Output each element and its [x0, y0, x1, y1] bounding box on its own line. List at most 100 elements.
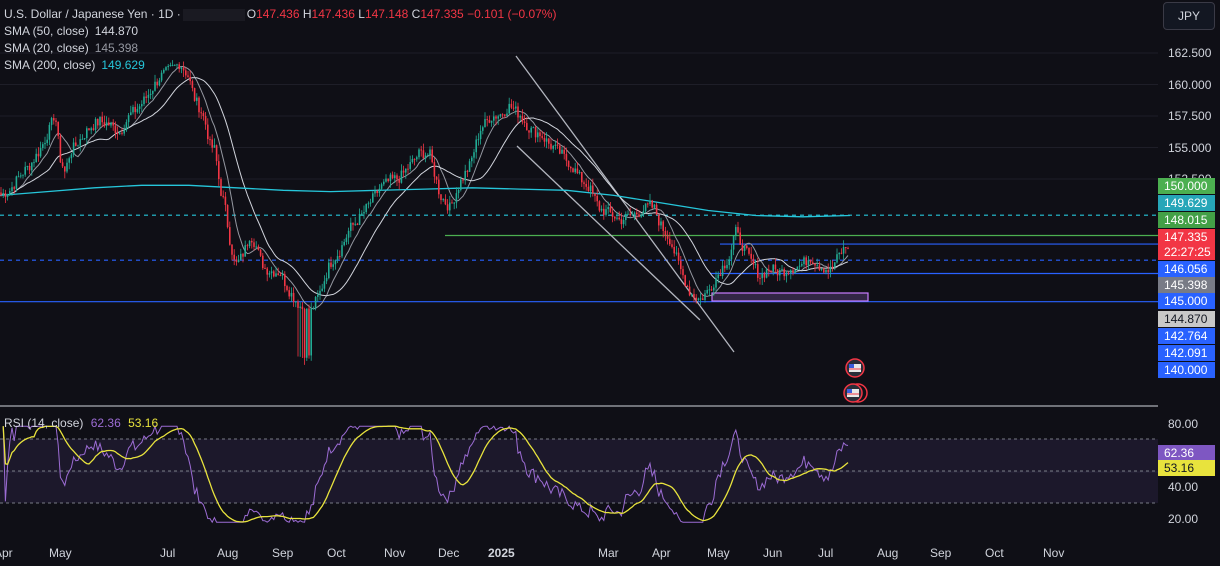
candle-body — [2, 193, 4, 195]
candle-body — [328, 262, 330, 279]
candle-body — [4, 193, 7, 198]
candle-body — [92, 128, 95, 130]
candle-body — [385, 178, 387, 182]
candle-body — [251, 240, 253, 243]
candle-body — [600, 208, 603, 211]
candle-body — [189, 76, 191, 82]
candle-body — [20, 175, 22, 177]
sma20-legend[interactable]: SMA (20, close) 145.398 — [4, 40, 138, 57]
candle-body — [763, 273, 766, 278]
candle-body — [495, 116, 497, 119]
sma200-label: SMA (200, close) — [4, 58, 96, 72]
low-value: 147.148 — [364, 7, 409, 21]
candle-body — [167, 65, 169, 68]
candle-body — [365, 204, 367, 213]
candle-body — [488, 120, 491, 123]
candle-body — [779, 270, 781, 276]
candle-body — [735, 227, 737, 236]
time-tick-label: Dec — [438, 546, 460, 560]
sma200-legend[interactable]: SMA (200, close) 149.629 — [4, 57, 145, 74]
time-tick-label: Mar — [598, 546, 619, 560]
high-value: 147.436 — [311, 7, 355, 21]
candle-body — [145, 96, 147, 98]
candle-body — [345, 237, 348, 242]
candle-body — [130, 112, 132, 116]
sma50-legend[interactable]: SMA (50, close) 144.870 — [4, 23, 138, 40]
candle-body — [532, 127, 535, 129]
candle-body — [669, 238, 671, 245]
candle-body — [686, 285, 689, 287]
candle-body — [116, 133, 119, 135]
candle-body — [31, 162, 33, 171]
candle-body — [314, 296, 317, 309]
candle-body — [244, 245, 246, 257]
range-box[interactable] — [711, 292, 869, 302]
candle-body — [402, 170, 405, 173]
us-flag-event-icon[interactable] — [843, 383, 868, 403]
candle-body — [809, 260, 812, 263]
rsi-tick-label: 40.00 — [1168, 480, 1199, 494]
candle-body — [530, 127, 532, 133]
rsi-legend[interactable]: RSI (14, close) 62.36 53.16 — [4, 415, 158, 432]
candle-body — [182, 67, 185, 71]
candle-body — [301, 306, 304, 310]
candle-body — [825, 269, 827, 273]
candle-body — [831, 266, 834, 268]
sma20-value: 145.398 — [94, 41, 139, 55]
economic-events[interactable] — [843, 358, 868, 403]
candle-body — [484, 119, 486, 128]
candle-body — [273, 271, 275, 277]
candle-body — [438, 179, 440, 195]
candle-body — [585, 183, 587, 187]
rsi-pane[interactable] — [0, 424, 1158, 524]
candle-body — [715, 278, 717, 288]
candle-body — [510, 103, 513, 108]
symbol-title[interactable]: U.S. Dollar / Japanese Yen · 1D · — [4, 7, 181, 21]
candle-body — [297, 301, 299, 308]
candle-body — [26, 165, 29, 167]
candle-body — [35, 153, 37, 163]
channel-lower-line[interactable] — [516, 145, 701, 321]
candle-body — [706, 289, 708, 294]
time-tick-label: Nov — [1043, 546, 1065, 560]
candle-body — [361, 213, 363, 215]
candle-body — [308, 308, 310, 356]
time-tick-label: Apr — [0, 546, 13, 560]
time-tick-label: Nov — [384, 546, 406, 560]
candle-body — [556, 144, 559, 146]
price-label: 142.091 — [1158, 345, 1215, 361]
change-value: −0.101 (−0.07%) — [467, 7, 557, 21]
sma50-line — [0, 77, 849, 297]
close-label: C — [411, 7, 421, 21]
candle-body — [55, 120, 57, 122]
candle-body — [574, 168, 576, 173]
candle-body — [697, 298, 700, 301]
trend-channel[interactable] — [515, 55, 869, 353]
candle-body — [550, 143, 552, 149]
candle-body — [462, 179, 464, 181]
currency-button[interactable]: JPY — [1163, 2, 1215, 30]
candle-body — [759, 277, 761, 279]
candle-body — [515, 106, 517, 109]
candle-body — [141, 104, 143, 107]
symbol-header[interactable]: U.S. Dollar / Japanese Yen · 1D · O147.43… — [4, 6, 556, 23]
candle-body — [149, 93, 152, 95]
channel-upper-line[interactable] — [515, 55, 735, 353]
us-flag-event-icon[interactable] — [845, 358, 865, 378]
candle-body — [138, 106, 141, 109]
candle-body — [79, 139, 81, 146]
candle-body — [785, 272, 788, 277]
candle-body — [64, 166, 66, 172]
candle-body — [647, 203, 649, 205]
candle-body — [754, 264, 757, 266]
candle-body — [721, 265, 724, 277]
candle-body — [512, 107, 515, 109]
candle-body — [609, 207, 612, 213]
high-label: H — [302, 7, 312, 21]
candle-body — [440, 194, 442, 201]
candle-body — [834, 262, 836, 267]
candle-body — [770, 270, 772, 272]
candle-body — [97, 118, 99, 126]
